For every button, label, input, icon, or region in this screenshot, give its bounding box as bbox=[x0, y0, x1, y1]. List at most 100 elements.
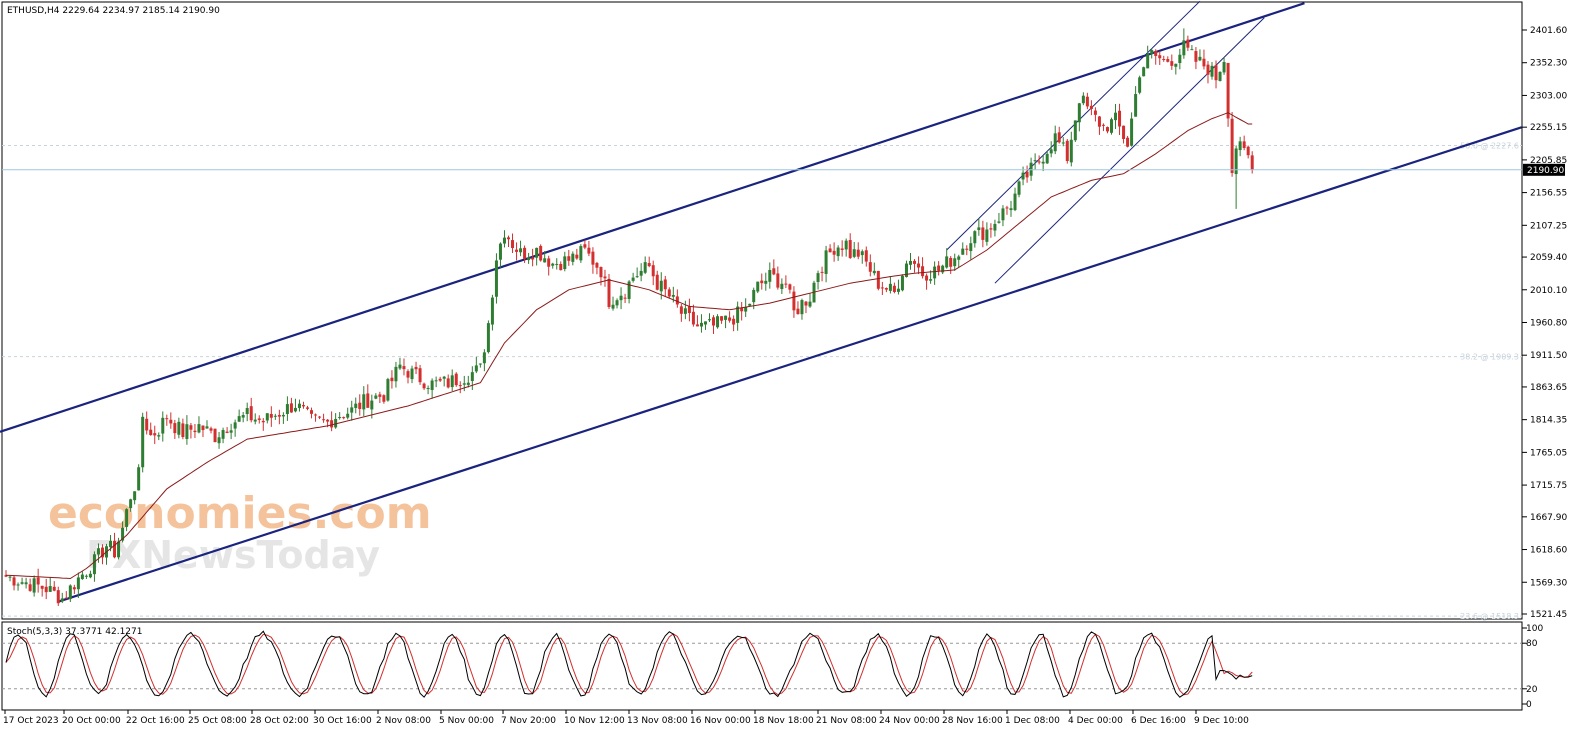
candle bbox=[1238, 136, 1242, 157]
candle bbox=[1154, 49, 1158, 65]
candle bbox=[137, 464, 141, 491]
candle bbox=[900, 274, 904, 292]
candle bbox=[205, 420, 209, 429]
candle-body bbox=[917, 263, 921, 268]
candle bbox=[189, 422, 193, 439]
candle-body bbox=[736, 306, 740, 323]
candle bbox=[820, 266, 824, 282]
time-tick-label: 4 Dec 00:00 bbox=[1068, 716, 1123, 726]
candle-body bbox=[716, 316, 720, 328]
candle-body bbox=[48, 586, 52, 592]
candle bbox=[289, 397, 293, 413]
candle-body bbox=[611, 304, 615, 309]
candle bbox=[193, 424, 197, 438]
sub-channel-lower-line bbox=[994, 17, 1265, 284]
candle-body bbox=[776, 273, 780, 288]
candle-body bbox=[848, 240, 852, 258]
candle-body bbox=[44, 586, 48, 593]
candle bbox=[1114, 103, 1118, 130]
candle-body bbox=[555, 263, 559, 265]
candle-body bbox=[1222, 62, 1226, 73]
price-tick-label: 1960.80 bbox=[1530, 318, 1567, 328]
time-tick-label: 6 Dec 16:00 bbox=[1131, 716, 1186, 726]
stoch-tick-label: 80 bbox=[1526, 639, 1538, 649]
price-tick-label: 1911.50 bbox=[1530, 351, 1567, 361]
candle bbox=[945, 248, 949, 269]
candle bbox=[322, 413, 326, 423]
candle-body bbox=[129, 499, 133, 509]
candle-body bbox=[1242, 141, 1246, 148]
candle bbox=[1105, 126, 1109, 134]
candle bbox=[80, 571, 84, 580]
candle bbox=[297, 399, 301, 412]
candle bbox=[720, 316, 724, 324]
candle bbox=[1069, 131, 1073, 167]
candle bbox=[764, 272, 768, 291]
candle bbox=[84, 574, 88, 580]
candle bbox=[177, 417, 181, 439]
candle-body bbox=[450, 375, 454, 388]
candle-body bbox=[1001, 208, 1005, 221]
candle bbox=[318, 415, 322, 420]
candle-body bbox=[1174, 63, 1178, 67]
candle bbox=[635, 267, 639, 278]
candle bbox=[44, 578, 48, 600]
candle bbox=[965, 245, 969, 256]
candle-body bbox=[398, 364, 402, 369]
time-tick-label: 13 Nov 08:00 bbox=[627, 716, 688, 726]
candle bbox=[575, 248, 579, 260]
candle-body bbox=[478, 363, 482, 365]
candle bbox=[261, 418, 265, 431]
candle bbox=[1166, 56, 1170, 63]
time-tick-label: 21 Nov 08:00 bbox=[816, 716, 877, 726]
candle-body bbox=[454, 373, 458, 386]
candle-body bbox=[314, 414, 318, 416]
candle bbox=[567, 249, 571, 266]
candle-body bbox=[832, 250, 836, 255]
candle-body bbox=[402, 366, 406, 370]
candle-body bbox=[24, 582, 28, 585]
candle-body bbox=[209, 428, 213, 431]
time-tick-label: 28 Nov 16:00 bbox=[942, 716, 1003, 726]
candle bbox=[531, 248, 535, 267]
candle-body bbox=[539, 245, 543, 261]
candle-body bbox=[1146, 54, 1150, 69]
candle-body bbox=[587, 247, 591, 254]
candle-body bbox=[728, 317, 732, 321]
price-tick-label: 2205.85 bbox=[1530, 156, 1567, 166]
candle-body bbox=[157, 435, 161, 437]
candle bbox=[973, 230, 977, 248]
candle-body bbox=[953, 258, 957, 267]
candle bbox=[486, 320, 490, 354]
candle bbox=[1134, 86, 1138, 117]
time-axis: 17 Oct 2023 20 Oct 00:00 22 Oct 16:00 25 Oc… bbox=[3, 710, 1249, 726]
candle-body bbox=[56, 590, 60, 604]
candle bbox=[816, 270, 820, 290]
candle-body bbox=[860, 251, 864, 256]
candle-body bbox=[1049, 149, 1053, 154]
candle bbox=[446, 374, 450, 389]
candle bbox=[1017, 180, 1021, 198]
candle bbox=[699, 314, 703, 333]
candle bbox=[551, 262, 555, 269]
candle-body bbox=[667, 289, 671, 297]
candle bbox=[426, 385, 430, 395]
candle-body bbox=[342, 417, 346, 419]
candle-body bbox=[599, 267, 603, 278]
candle-body bbox=[390, 377, 394, 382]
candle-body bbox=[502, 237, 506, 244]
candle bbox=[848, 233, 852, 259]
candle bbox=[237, 409, 241, 422]
candle-body bbox=[909, 260, 912, 265]
candle-body bbox=[217, 437, 221, 444]
candle-body bbox=[691, 311, 695, 325]
candle-body bbox=[852, 249, 856, 257]
candle bbox=[402, 358, 406, 376]
price-tick-label: 2156.55 bbox=[1530, 189, 1567, 199]
candle-body bbox=[185, 424, 189, 439]
candle-body bbox=[1230, 118, 1234, 173]
candle bbox=[1218, 71, 1222, 82]
candle-body bbox=[382, 395, 386, 402]
candle-body bbox=[571, 253, 575, 262]
candle-body bbox=[334, 418, 338, 428]
